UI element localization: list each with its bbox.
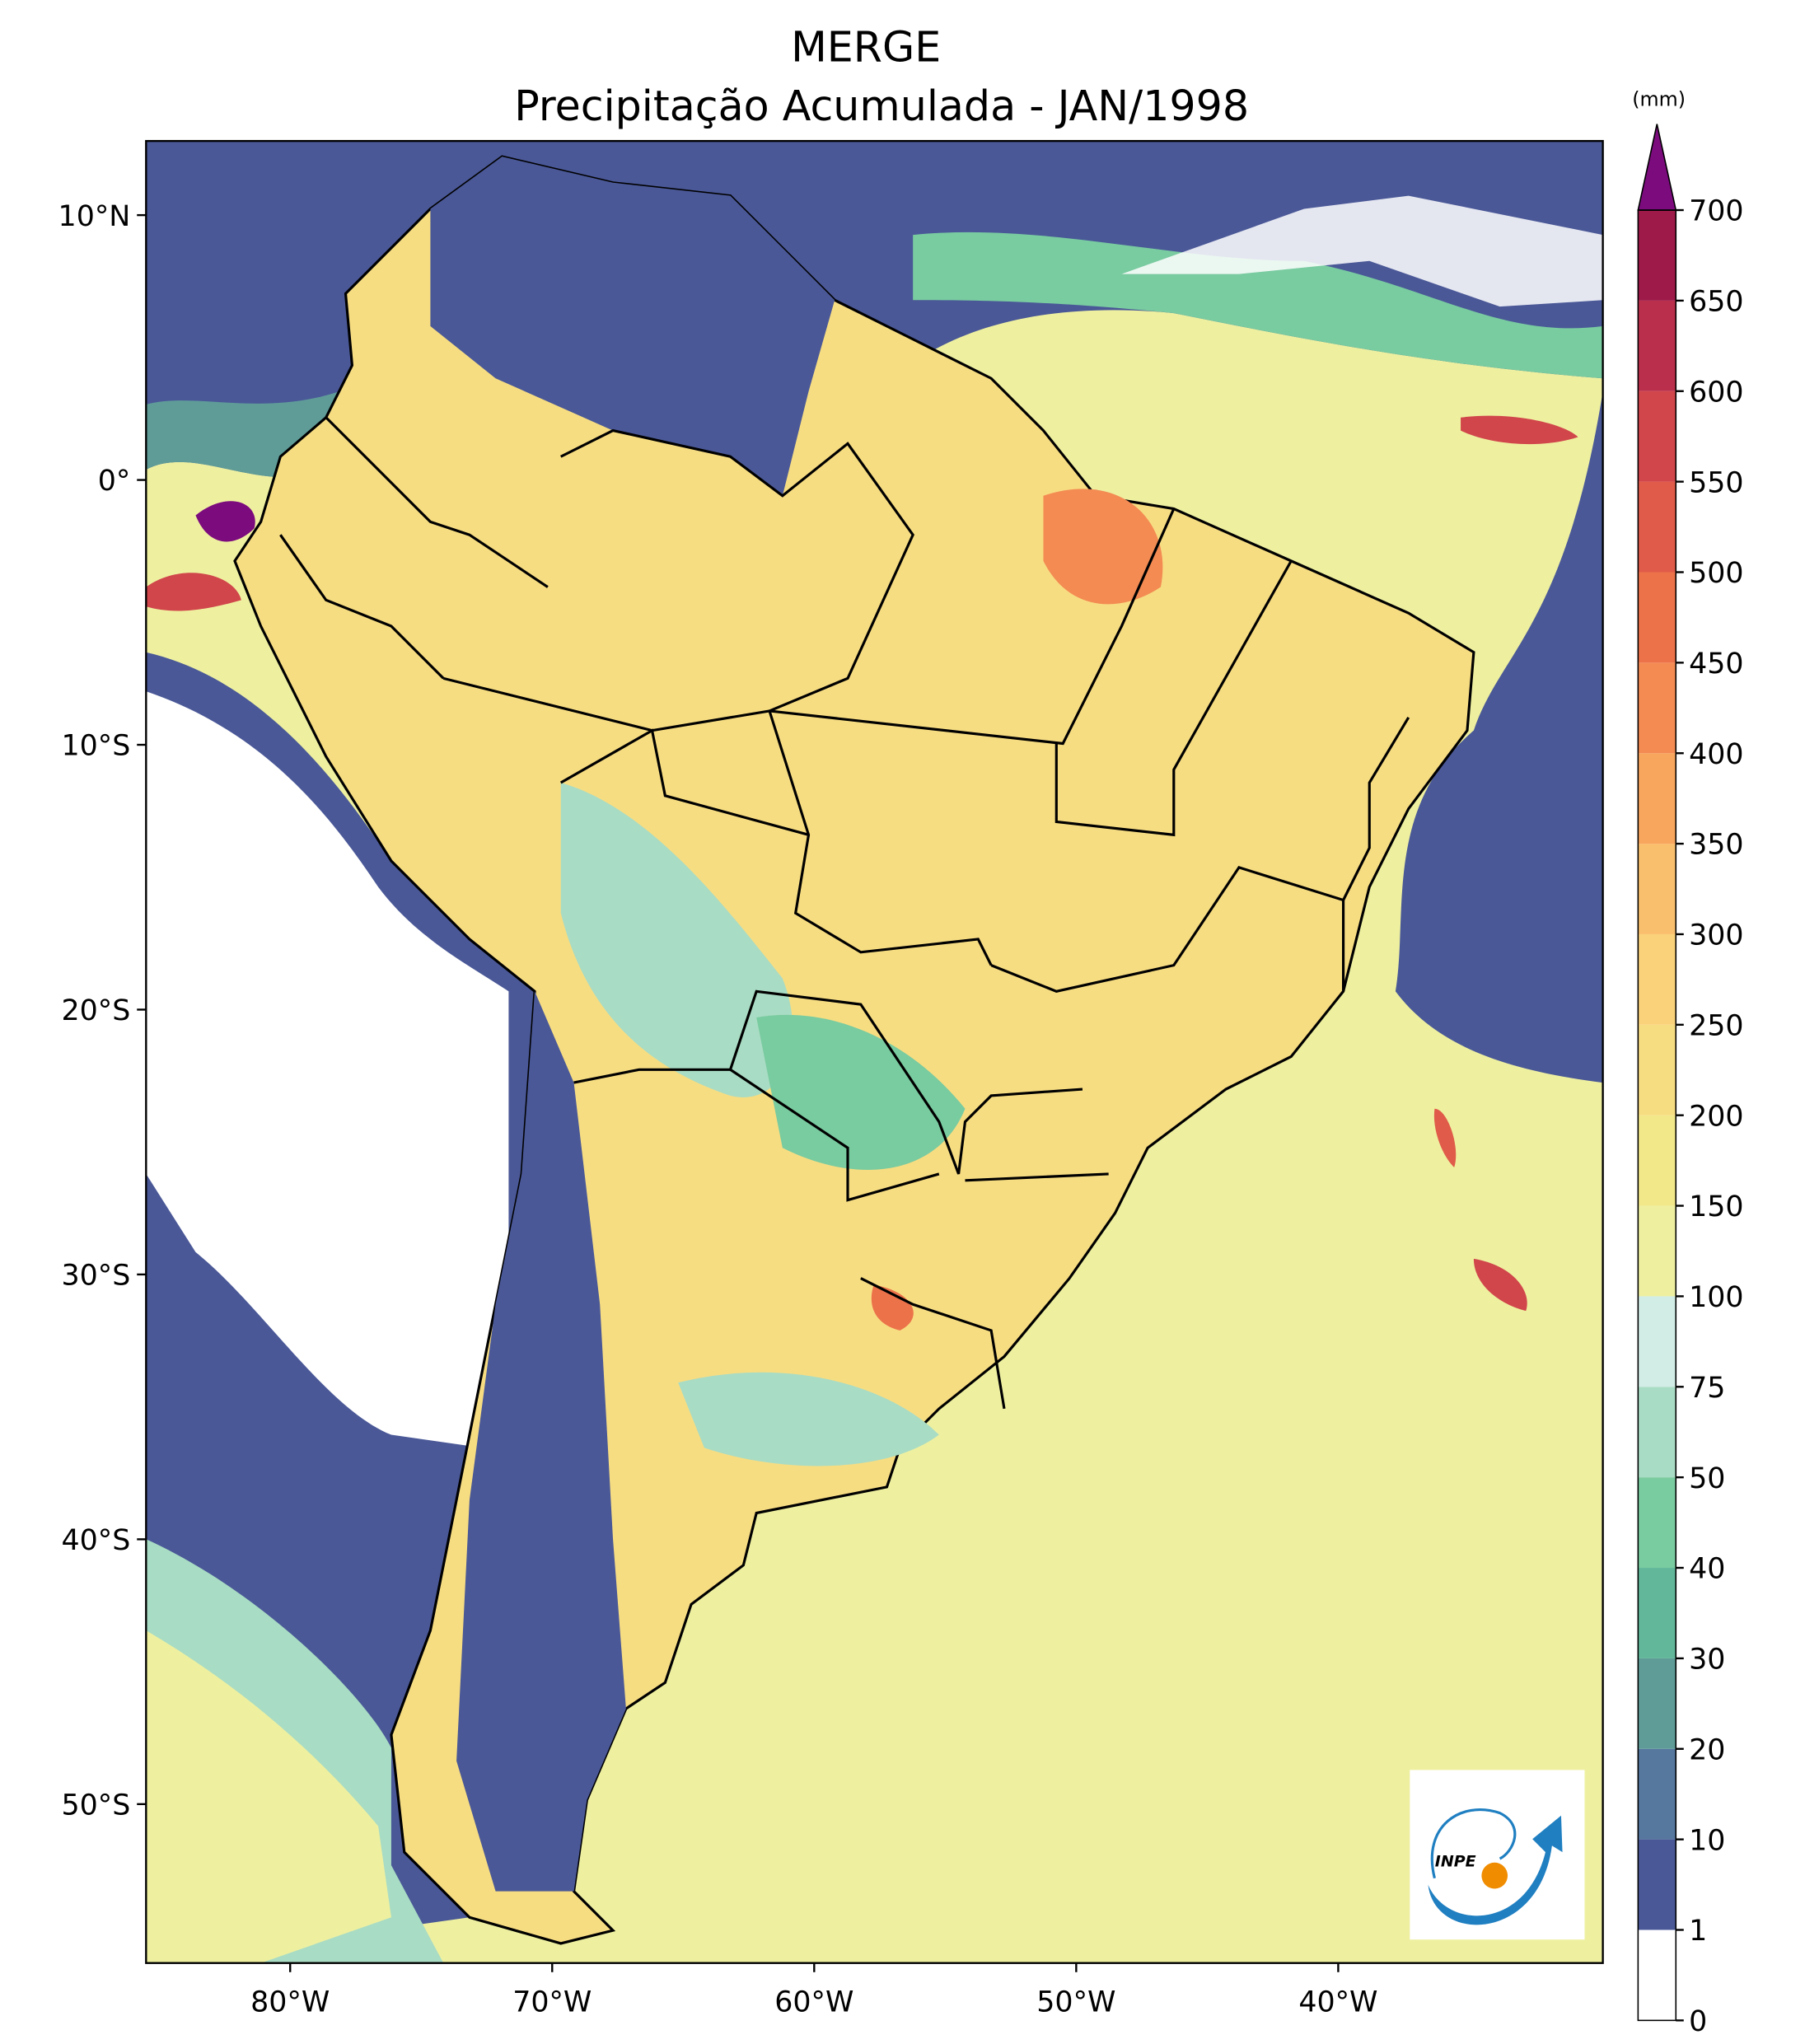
colorbar-segment xyxy=(1638,1205,1676,1297)
colorbar-tick-label: 250 xyxy=(1689,1009,1743,1042)
dry-zone xyxy=(1395,391,1603,1083)
x-tick-label: 60°W xyxy=(774,1986,853,2018)
colorbar-segment xyxy=(1638,1387,1676,1478)
y-tick-label: 10°S xyxy=(61,730,130,763)
x-tick-label: 80°W xyxy=(250,1986,330,2018)
colorbar-segment xyxy=(1638,844,1676,934)
moist-zone xyxy=(756,1014,966,1170)
wet-spot xyxy=(871,1284,914,1331)
x-tick-label: 40°W xyxy=(1298,1986,1377,2018)
colorbar-tick-label: 600 xyxy=(1689,376,1743,409)
moist-zone xyxy=(560,783,793,1097)
colorbar-tick-label: 200 xyxy=(1689,1100,1743,1133)
logo-orbit xyxy=(1430,1808,1517,1879)
logo-text: INPE xyxy=(1435,1853,1476,1871)
x-tick-label: 50°W xyxy=(1036,1986,1115,2018)
moist-zone xyxy=(146,1630,391,1963)
colorbar-segment xyxy=(1638,300,1676,391)
colorbar-tick-label: 20 xyxy=(1689,1733,1725,1766)
y-tick-label: 40°S xyxy=(61,1524,130,1557)
dry-zone xyxy=(430,157,835,496)
colorbar-segment xyxy=(1638,1024,1676,1116)
y-tick-label: 0° xyxy=(98,465,131,498)
wet-spot xyxy=(1433,1108,1457,1168)
colorbar-segment xyxy=(1638,1748,1676,1840)
no-rain xyxy=(146,691,509,1448)
y-tick-label: 10°N xyxy=(58,200,131,233)
colorbar-segment xyxy=(1638,391,1676,482)
colorbar-segment xyxy=(1638,481,1676,573)
colorbar-tick-label: 1 xyxy=(1689,1915,1707,1948)
colorbar-tick-label: 50 xyxy=(1689,1462,1725,1495)
subtitle: Precipitação Acumulada - JAN/1998 xyxy=(514,82,1249,130)
colorbar-tick-label: 550 xyxy=(1689,466,1743,499)
andes-dry xyxy=(456,991,626,1892)
colorbar-tick-label: 300 xyxy=(1689,919,1743,952)
wet-spot xyxy=(146,573,241,611)
map-frame xyxy=(145,139,1604,1964)
colorbar-tick-label: 500 xyxy=(1689,557,1743,590)
wet-spot xyxy=(1473,1258,1527,1312)
colorbar-segment xyxy=(1638,933,1676,1025)
colorbar-tick-label: 100 xyxy=(1689,1281,1743,1314)
colorbar-tick-label: 30 xyxy=(1689,1644,1725,1677)
colorbar-tick-label: 700 xyxy=(1689,195,1743,228)
logo-box xyxy=(1410,1770,1585,1940)
colorbar-segment xyxy=(1638,1929,1676,2021)
colorbar-tick-label: 450 xyxy=(1689,648,1743,681)
colorbar-segment xyxy=(1638,210,1676,301)
colorbar-unit: (mm) xyxy=(1632,87,1686,110)
colorbar-tick-label: 150 xyxy=(1689,1190,1743,1223)
y-tick-label: 30°S xyxy=(61,1260,130,1293)
colorbar-segment xyxy=(1638,753,1676,844)
map-field xyxy=(146,141,1603,1963)
colorbar-segment xyxy=(1638,1115,1676,1206)
wet-spot xyxy=(1043,489,1163,605)
wet-spot xyxy=(195,501,255,542)
colorbar-tick-label: 75 xyxy=(1689,1372,1725,1405)
colorbar-tick-label: 10 xyxy=(1689,1824,1725,1857)
y-tick-label: 50°S xyxy=(61,1789,130,1822)
colorbar-segment xyxy=(1638,1296,1676,1387)
borders xyxy=(279,416,1410,1410)
colorbar-tick-label: 40 xyxy=(1689,1553,1725,1586)
colorbar-tick-label: 650 xyxy=(1689,286,1743,319)
x-tick-label: 70°W xyxy=(512,1986,592,2018)
axes: 80°W 70°W 60°W 50°W 40°W 10°N 0° 10°S 20°S 30°S 40… xyxy=(58,124,1744,2038)
y-tick-label: 20°S xyxy=(61,994,130,1027)
colorbar-segment xyxy=(1638,1658,1676,1749)
inpe-logo: INPE xyxy=(1410,1770,1585,1940)
no-rain xyxy=(1121,195,1603,307)
colorbar-segment xyxy=(1638,1839,1676,1930)
colorbar-segment xyxy=(1638,572,1676,663)
colorbar-segment xyxy=(1638,662,1676,754)
wet-spot xyxy=(1461,415,1578,445)
colorbar-tick-label: 400 xyxy=(1689,738,1743,771)
colorbar-segment xyxy=(1638,1477,1676,1569)
colorbar-tick-label: 0 xyxy=(1689,2005,1707,2038)
title: MERGE xyxy=(791,23,941,72)
colorbar-extension xyxy=(1637,124,1677,211)
band-edge xyxy=(913,232,1603,379)
colorbar-tick-label: 350 xyxy=(1689,829,1743,862)
moist-zone xyxy=(678,1372,939,1466)
colorbar-segment xyxy=(1638,1568,1676,1658)
logo-sun xyxy=(1481,1862,1508,1889)
logo-arrow xyxy=(1428,1815,1563,1925)
